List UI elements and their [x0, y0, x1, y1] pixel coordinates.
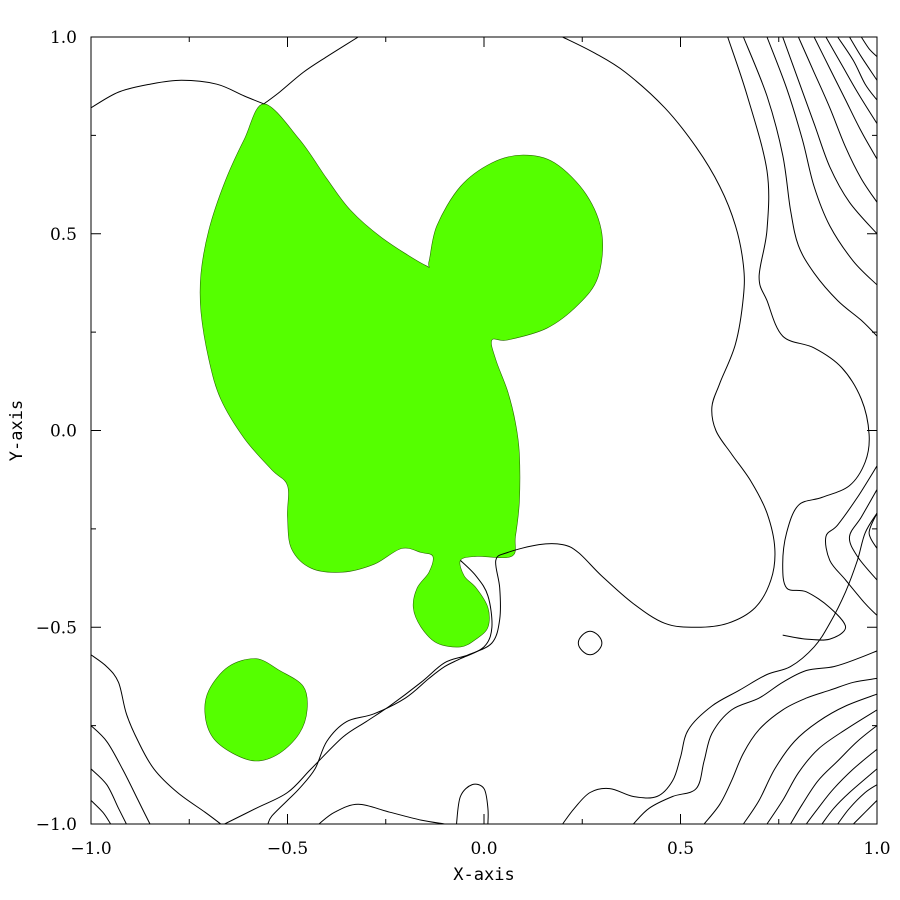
contour-line-17: [805, 748, 877, 824]
contour-line-3: [224, 37, 776, 824]
x-axis-title: X-axis: [453, 865, 514, 885]
contour-line-11: [562, 512, 877, 824]
y-axis-title: Y-axis: [7, 400, 27, 461]
contour-line-29: [849, 37, 877, 81]
y-tick-label: −0.5: [36, 618, 77, 638]
x-tick-label: −0.5: [267, 839, 308, 859]
contour-line-28: [837, 37, 877, 101]
contour-line-6: [91, 725, 151, 824]
contour-line-32: [848, 489, 877, 581]
contour-line-9: [456, 783, 489, 824]
contour-line-2: [263, 37, 359, 105]
contour-line-31: [825, 465, 877, 616]
x-tick-labels: −1.0 −0.5 0.0 0.5 1.0: [70, 839, 890, 859]
y-tick-label: −1.0: [36, 815, 77, 835]
filled-region-1: [199, 103, 603, 648]
contour-line-30: [860, 37, 877, 58]
contour-line-8: [91, 800, 112, 824]
contour-line-18: [821, 768, 877, 824]
contour-line-25: [797, 37, 877, 203]
contour-line-33: [868, 512, 877, 549]
x-tick-label: 0.0: [470, 839, 497, 859]
contour-line-22: [742, 37, 877, 337]
axis-ticks: [90, 36, 878, 825]
contour-line-10: [318, 803, 445, 824]
contour-line-19: [837, 784, 877, 824]
contour-line-12: [632, 650, 877, 824]
contour-line-23: [766, 37, 877, 286]
x-tick-label: −1.0: [70, 839, 111, 859]
contour-line-1: [91, 79, 265, 109]
y-tick-labels: −1.0 −0.5 0.0 0.5 1.0: [36, 28, 77, 835]
filled-regions: [199, 103, 603, 762]
contour-line-15: [766, 709, 877, 824]
x-tick-label: 1.0: [863, 839, 890, 859]
y-tick-label: 0.0: [50, 422, 77, 442]
contour-line-13: [703, 677, 877, 824]
contour-line-27: [825, 37, 877, 124]
contour-line-16: [790, 725, 877, 824]
y-tick-label: 1.0: [50, 28, 77, 48]
contour-line-24: [782, 37, 877, 235]
x-tick-label: 0.5: [667, 839, 694, 859]
contour-line-21: [727, 37, 870, 641]
contour-line-4: [267, 560, 493, 824]
y-tick-label: 0.5: [50, 225, 77, 245]
contour-line-7: [91, 768, 127, 824]
contour-line-5: [91, 654, 222, 824]
contour-line-34: [577, 630, 603, 656]
filled-region-2: [204, 658, 308, 762]
contour-line-26: [813, 37, 877, 160]
contour-line-20: [853, 800, 877, 824]
contour-lines: [91, 37, 877, 824]
contour-line-14: [742, 693, 877, 824]
